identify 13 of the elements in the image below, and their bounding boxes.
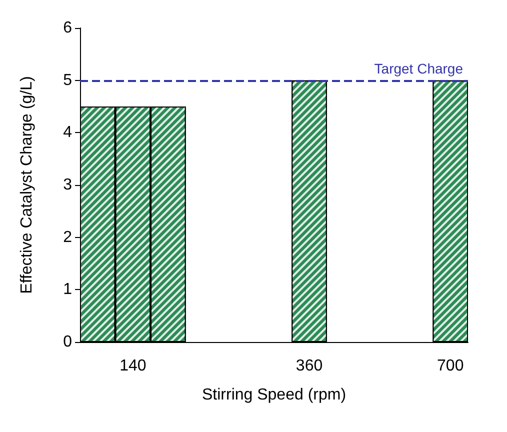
x-tick-label: 140 (120, 358, 146, 374)
x-tick-label: 360 (296, 358, 323, 374)
y-tick-label: 4 (63, 124, 72, 142)
y-tick-label: 2 (63, 228, 72, 246)
x-tick-label: 700 (437, 358, 464, 374)
y-tick-label: 5 (63, 72, 72, 89)
y-tick-label: 0 (63, 334, 72, 350)
ref-line-label: Target Charge (374, 60, 464, 76)
y-tick-label: 6 (63, 20, 72, 36)
x-axis-title: Stirring Speed (rpm) (202, 386, 346, 404)
y-axis-title: Effective Catalyst Charge (g/L) (18, 76, 36, 294)
y-tick-label: 3 (63, 176, 72, 194)
y-tick-label: 1 (63, 281, 72, 298)
